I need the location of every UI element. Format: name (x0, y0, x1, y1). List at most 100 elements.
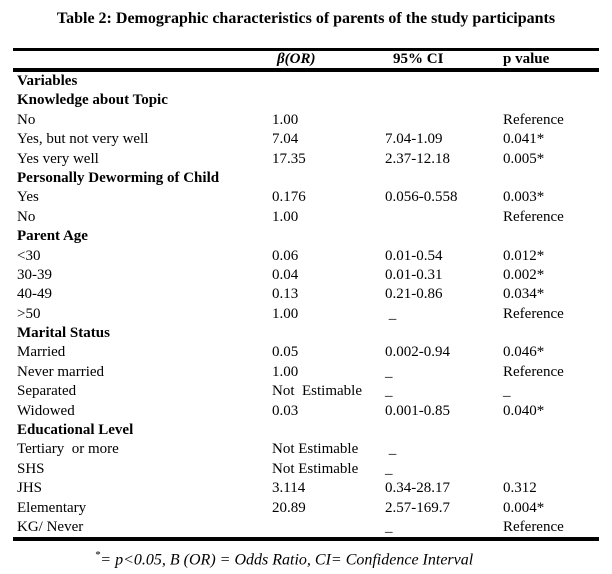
section-row: Personally Deworming of Child (13, 169, 599, 188)
data-row: Never married 1.00 _ Reference (13, 363, 599, 382)
ci-cell: _ (385, 363, 393, 380)
ci-cell (385, 169, 503, 188)
header-beta-or-cell: β(OR) (277, 51, 316, 67)
section-row: Educational Level (13, 421, 599, 440)
variable-cell: >50 (17, 305, 41, 322)
variable-cell: No (17, 111, 36, 128)
ci-cell: 2.37-12.18 (385, 150, 450, 167)
data-row: >50 1.00 _ Reference (13, 305, 599, 324)
pvalue-cell (503, 72, 599, 91)
ci-cell: 0.01-0.54 (385, 247, 443, 264)
pvalue-cell: Reference (503, 363, 564, 380)
footnote-asterisk: * (94, 549, 101, 562)
variable-cell: Parent Age (17, 228, 88, 245)
beta-cell: 0.03 (272, 402, 299, 419)
beta-cell: 3.114 (272, 480, 306, 497)
ci-cell: 0.002-0.94 (385, 344, 450, 361)
ci-cell: _ (385, 305, 397, 322)
pvalue-cell: 0.046* (503, 344, 545, 361)
pvalue-cell: Reference (503, 518, 564, 535)
beta-cell (272, 91, 385, 110)
variable-cell: <30 (17, 247, 41, 264)
pvalue-cell (503, 421, 599, 440)
ci-cell: 0.21-0.86 (385, 286, 443, 303)
pvalue-cell: Reference (503, 208, 564, 225)
pvalue-cell: 0.004* (503, 499, 545, 516)
pvalue-cell (503, 324, 599, 343)
variable-cell: No (17, 208, 36, 225)
pvalue-cell: 0.002* (503, 266, 545, 283)
ci-cell: 2.57-169.7 (385, 499, 450, 516)
beta-cell (272, 324, 385, 343)
data-row: SHS Not Estimable _ (13, 460, 599, 479)
beta-cell: 0.05 (272, 344, 299, 361)
beta-cell (272, 72, 385, 91)
beta-cell: 1.00 (272, 363, 299, 380)
pvalue-cell (503, 440, 599, 459)
pvalue-cell: 0.040* (503, 402, 545, 419)
data-row: No 1.00 Reference (13, 111, 599, 130)
footnote-text: = p<0.05, B (OR) = Odds Ratio, CI= Confi… (100, 551, 474, 569)
variable-cell: 30-39 (17, 266, 52, 283)
pvalue-cell (503, 91, 599, 110)
variable-cell: Widowed (17, 402, 75, 419)
beta-cell: 1.00 (272, 111, 299, 128)
ci-cell (385, 324, 503, 343)
table-title: Table 2: Demographic characteristics of … (56, 10, 556, 27)
variable-cell: Separated (17, 383, 77, 400)
data-row: No 1.00 Reference (13, 208, 599, 227)
pvalue-cell (503, 227, 599, 246)
header-95ci-cell: 95% CI (393, 51, 444, 67)
section-row: Parent Age (13, 227, 599, 246)
table-body: Variables Knowledge about Topic No 1.00 Refe… (13, 72, 599, 537)
pvalue-cell: 0.003* (503, 189, 545, 206)
pvalue-cell: Reference (503, 305, 564, 322)
ci-cell (385, 227, 503, 246)
data-row: KG/ Never _ Reference (13, 518, 599, 537)
pvalue-cell: 0.034* (503, 286, 545, 303)
variable-cell: Married (17, 344, 66, 361)
data-row: JHS 3.114 0.34-28.17 0.312 (13, 479, 599, 498)
beta-cell (272, 518, 385, 537)
variable-cell: Never married (17, 363, 105, 380)
data-row: Widowed 0.03 0.001-0.85 0.040* (13, 402, 599, 421)
ci-cell (385, 72, 503, 91)
data-row: Yes 0.176 0.056-0.558 0.003* (13, 188, 599, 207)
data-row: Tertiary or more Not Estimable _ (13, 440, 599, 459)
variable-cell: Yes (17, 189, 39, 206)
pvalue-cell: 0.312 (503, 480, 537, 497)
pvalue-cell: _ (503, 383, 511, 400)
data-row: Yes, but not very well 7.04 7.04-1.09 0.041… (13, 130, 599, 149)
data-row: <30 0.06 0.01-0.54 0.012* (13, 247, 599, 266)
pvalue-cell: Reference (503, 111, 564, 128)
section-row: Variables (13, 72, 599, 91)
beta-cell: Not Estimable (272, 441, 359, 458)
section-row: Knowledge about Topic (13, 91, 599, 110)
ci-cell: 0.34-28.17 (385, 480, 450, 497)
data-row: Separated Not Estimable _ _ (13, 382, 599, 401)
beta-cell: 0.176 (272, 189, 306, 206)
variable-cell: Yes very well (17, 150, 99, 167)
ci-cell (385, 111, 503, 130)
ci-cell: _ (385, 441, 397, 458)
data-row: Elementary 20.89 2.57-169.7 0.004* (13, 499, 599, 518)
data-row: Yes very well 17.35 2.37-12.18 0.005* (13, 150, 599, 169)
beta-cell: 0.06 (272, 247, 299, 264)
beta-cell (272, 169, 385, 188)
beta-cell: 17.35 (272, 150, 306, 167)
ci-cell (385, 421, 503, 440)
beta-cell: 1.00 (272, 208, 299, 225)
ci-cell: 0.01-0.31 (385, 266, 443, 283)
ci-cell: 0.001-0.85 (385, 402, 450, 419)
ci-cell: _ (385, 460, 393, 477)
demographics-table: β(OR) 95% CI p value Variables Knowledge … (13, 48, 599, 542)
beta-cell: 0.13 (272, 286, 299, 303)
beta-cell (272, 227, 385, 246)
beta-cell: 20.89 (272, 499, 306, 516)
table-top-rule (13, 48, 599, 51)
variable-cell: Yes, but not very well (17, 131, 149, 148)
variable-cell: Personally Deworming of Child (17, 169, 220, 186)
header-variable-cell (17, 51, 272, 68)
data-row: Married 0.05 0.002-0.94 0.046* (13, 343, 599, 362)
data-row: 40-49 0.13 0.21-0.86 0.034* (13, 285, 599, 304)
